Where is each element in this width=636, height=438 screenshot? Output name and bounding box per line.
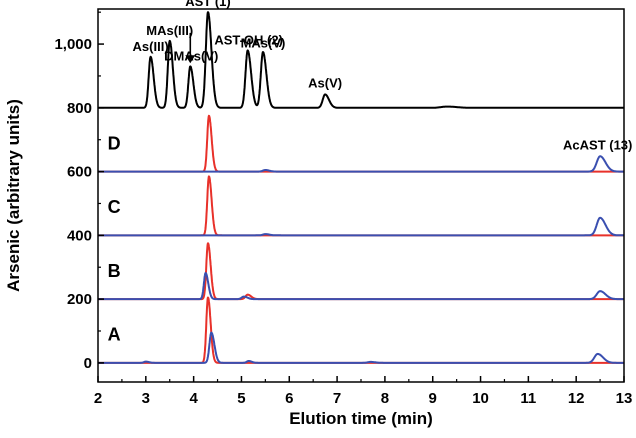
series-line-a-8 (97, 331, 625, 364)
x-tick-label: 8 (381, 390, 389, 407)
x-tick-label: 6 (285, 390, 293, 407)
x-tick-label: 5 (237, 390, 245, 407)
y-tick-label: 200 (67, 291, 92, 308)
dmas-arrow (185, 32, 196, 64)
peak-annotation: As(III) (133, 39, 169, 54)
y-tick-label: 600 (67, 164, 92, 181)
peak-annotation: As(V) (308, 75, 342, 90)
x-tick-label: 3 (142, 390, 150, 407)
series-line-d-1 (97, 114, 625, 173)
x-tick-label: 12 (568, 390, 585, 407)
peak-annotation: AcAST (13) (563, 138, 632, 153)
x-tick-label: 4 (189, 390, 198, 407)
series-line-d-2 (97, 155, 625, 173)
series-line-b-5 (97, 242, 625, 301)
peak-annotation: AST (1) (185, 0, 231, 9)
x-tick-label: 2 (94, 390, 102, 407)
peak-annotation: MAs(III) (146, 23, 193, 38)
panel-label-d: D (108, 133, 121, 153)
x-axis-ticks: 2 3 4 5 6 7 8 9 10 11 12 13 (94, 376, 633, 407)
panel-label-c: C (108, 197, 121, 217)
series-group (97, 11, 625, 364)
series-line-c-3 (97, 175, 625, 237)
x-tick-label: 10 (472, 390, 489, 407)
y-tick-label: 1,000 (54, 36, 92, 53)
y-tick-label: 800 (67, 100, 92, 117)
x-tick-label: 11 (520, 390, 536, 407)
panel-label-a: A (108, 325, 121, 345)
peak-annotations: As(III)MAs(III)DMAs(V)AST (1)AST-OH (2)M… (133, 0, 633, 153)
panel-labels: A B C D (108, 133, 121, 344)
arrow-head (185, 55, 196, 64)
series-line-b-6 (97, 272, 625, 301)
y-axis-title: Arsenic (arbitrary units) (4, 99, 23, 292)
peak-annotation: MAs(V) (241, 36, 286, 51)
x-tick-label: 7 (333, 390, 341, 407)
x-tick-label: 13 (616, 390, 633, 407)
x-axis-title: Elution time (min) (289, 409, 433, 428)
y-tick-label: 400 (67, 227, 92, 244)
y-axis-ticks: 0 200 400 600 800 1,000 (54, 11, 104, 372)
peak-annotation: AST-OH (2) (214, 32, 283, 47)
series-line-a-7 (97, 296, 625, 364)
plot-frame (97, 8, 625, 383)
y-tick-label: 0 (84, 355, 92, 372)
panel-label-b: B (108, 261, 121, 281)
x-tick-label: 9 (429, 390, 437, 407)
series-line-standards-0 (97, 11, 625, 109)
series-line-c-4 (97, 216, 625, 237)
